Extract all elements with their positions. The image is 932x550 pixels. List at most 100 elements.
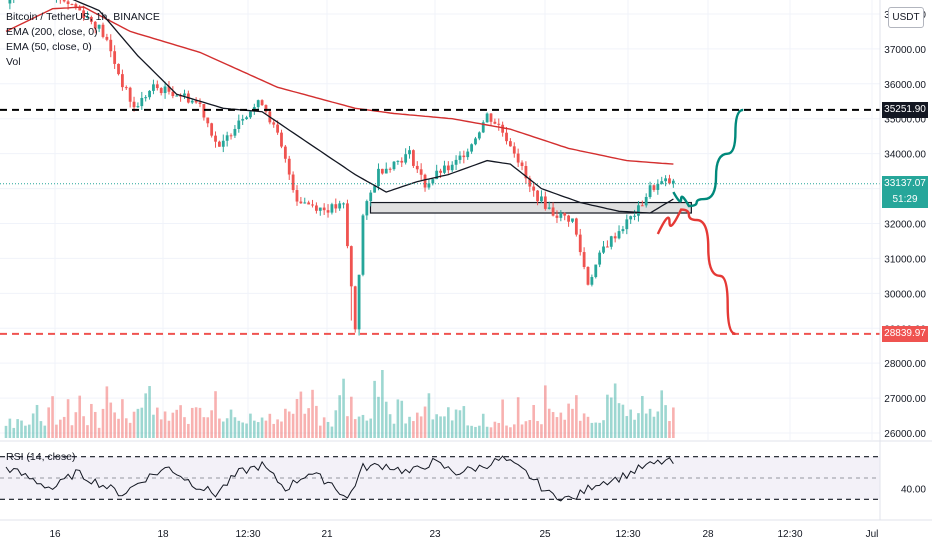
volume-bar [241, 422, 244, 438]
resistance-price-tag: 35251.90 [882, 101, 928, 118]
candle-body [598, 252, 602, 265]
volume-bar [47, 407, 50, 438]
rsi-label: RSI (14, close) [6, 451, 76, 463]
volume-bar [97, 427, 101, 438]
currency-button[interactable]: USDT [888, 7, 924, 28]
volume-bar [74, 412, 78, 438]
candle-body [93, 21, 97, 29]
candle-body [276, 124, 279, 133]
volume-bar [272, 423, 276, 438]
volume-bar [668, 421, 671, 438]
candle-body [396, 160, 400, 162]
candle-body [501, 124, 505, 133]
symbol-title: Bitcoin / TetherUS, 1h, BINANCE [6, 11, 160, 23]
candle-body [326, 210, 330, 213]
candle-body [260, 100, 264, 106]
candle-body [338, 203, 342, 209]
candle-body [70, 4, 74, 6]
candle-body [458, 155, 462, 160]
candle-body [450, 164, 454, 171]
candle-body [625, 219, 629, 230]
candle-body [105, 36, 109, 40]
candle-body [648, 185, 652, 197]
candle-body [361, 215, 365, 275]
volume-bar [62, 416, 66, 438]
volume-bar [672, 407, 675, 438]
volume-bar [613, 383, 617, 438]
volume-bar [90, 403, 93, 438]
candle-body [419, 169, 423, 175]
volume-bar [396, 399, 400, 438]
candle-body [210, 123, 214, 136]
volume-bar [586, 416, 590, 438]
candle-body [392, 161, 396, 170]
volume-bar [641, 395, 644, 438]
volume-bar [132, 411, 136, 438]
volume-bar [361, 414, 365, 438]
volume-bar [392, 423, 396, 438]
candle-body [249, 111, 252, 118]
volume-bar [4, 425, 8, 438]
candle-body [318, 207, 322, 211]
candle-body [283, 146, 287, 159]
volume-bar [571, 408, 574, 438]
volume-bar [497, 422, 501, 438]
y-tick-label: 34000.00 [884, 150, 926, 161]
candle-body [408, 150, 411, 155]
x-tick-label: 25 [539, 529, 551, 540]
candle-body [132, 101, 136, 108]
volume-bar [16, 419, 19, 438]
x-tick-label: 21 [321, 529, 333, 540]
volume-bar [70, 425, 74, 438]
volume-bar [113, 412, 116, 438]
candle-body [198, 102, 202, 104]
volume-bar [563, 419, 567, 438]
candle-body [668, 178, 671, 184]
price-candles [8, 0, 675, 336]
volume-bar [648, 408, 652, 438]
candle-body [218, 141, 221, 147]
volume-bar [128, 422, 132, 438]
volume-bar [466, 425, 470, 438]
volume-bar [334, 410, 338, 438]
candle-body [586, 267, 590, 285]
candle-body [357, 274, 361, 330]
volume-bar [547, 408, 551, 438]
candle-body [190, 100, 194, 103]
volume-bar [606, 394, 609, 438]
volume-bar [121, 399, 124, 438]
candle-body [551, 207, 555, 216]
candle-body [233, 128, 237, 136]
candle-body [547, 207, 551, 209]
volume-bar [322, 417, 326, 438]
candle-body [388, 168, 392, 170]
volume-bar [330, 426, 334, 438]
candle-body [264, 105, 268, 112]
candle-body [660, 181, 664, 184]
projection-down-curve [656, 208, 736, 336]
volume-bar [660, 390, 664, 438]
candle-body [272, 122, 276, 125]
candle-body [171, 91, 175, 97]
candle-body [640, 205, 644, 207]
volume-bar [39, 421, 43, 438]
candle-body [237, 120, 241, 129]
volume-bar [171, 412, 175, 438]
volume-bar [342, 378, 345, 438]
candle-body [578, 234, 582, 253]
volume-bar [489, 427, 493, 438]
candle-body [617, 231, 621, 239]
volume-bar [256, 422, 260, 438]
x-tick-label: 12:30 [777, 529, 802, 540]
candle-body [66, 1, 70, 5]
candle-body [532, 186, 536, 191]
volume-bar [423, 406, 427, 438]
candle-body [400, 160, 404, 163]
candle-body [606, 246, 609, 248]
candle-body [144, 97, 148, 99]
candle-body [140, 97, 144, 107]
volume-bar [454, 409, 458, 438]
candle-body [315, 205, 318, 211]
volume-bar [617, 403, 621, 438]
